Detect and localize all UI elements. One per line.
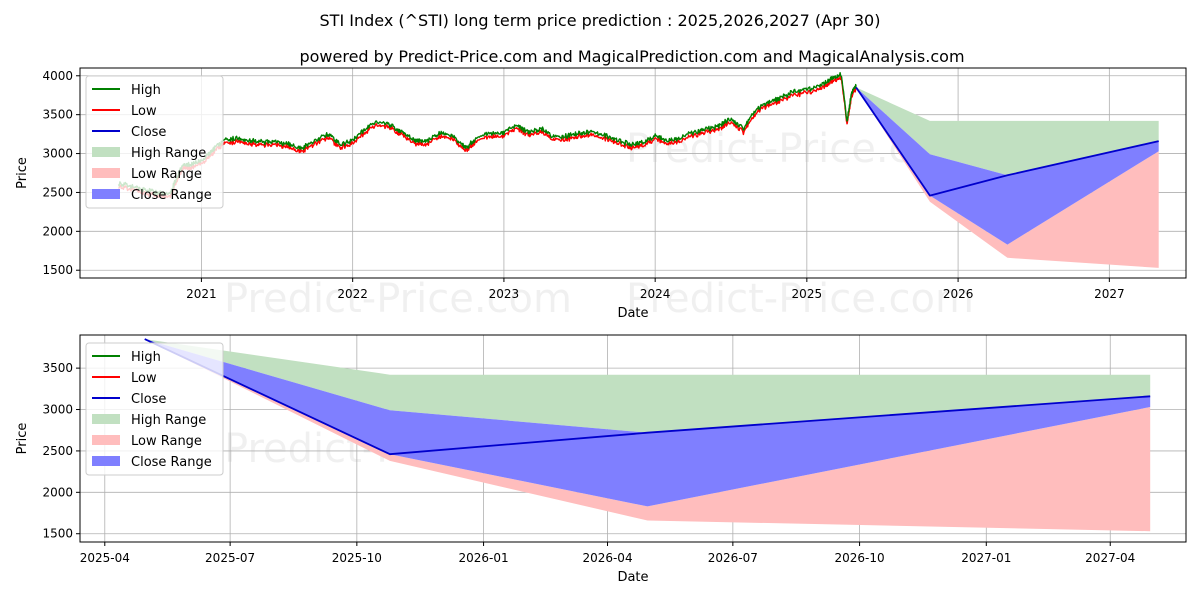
ticks: 1500 2000 2500 3000 3500 4000 2021 2022 2023 2024… — [42, 69, 1124, 301]
x-tick-label: 2027-04 — [1085, 551, 1135, 565]
x-tick-label: 2024 — [640, 287, 671, 301]
legend-swatch-patch — [92, 168, 120, 178]
x-tick-label: 2025-04 — [80, 551, 130, 565]
close-range-band — [144, 339, 1151, 507]
legend: High Low Close High Range Low Range Close Ran… — [85, 342, 224, 476]
legend: High Low Close High Range Low Range Close Ran… — [85, 75, 224, 209]
legend-label: Close — [131, 125, 166, 140]
high-range-band — [144, 339, 1151, 433]
y-tick-label: 2500 — [42, 444, 73, 458]
y-tick-label: 2500 — [42, 185, 73, 199]
low-range-band — [856, 87, 1159, 268]
legend-label: High — [131, 83, 161, 98]
x-tick-label: 2025 — [792, 287, 823, 301]
x-tick-label: 2026-01 — [458, 551, 508, 565]
plot-area — [144, 338, 1151, 532]
y-tick-label: 1500 — [42, 527, 73, 541]
high-range-band — [856, 87, 1159, 176]
x-tick-label: 2026-10 — [835, 551, 885, 565]
legend-label: High Range — [131, 413, 206, 428]
chart-subtitle: powered by Predict-Price.com and Magical… — [299, 47, 964, 66]
legend-swatch-patch — [92, 147, 120, 157]
y-tick-label: 3000 — [42, 147, 73, 161]
legend-swatch-patch — [92, 414, 120, 424]
x-tick-label: 2023 — [489, 287, 520, 301]
legend-label: Close Range — [131, 455, 212, 470]
x-tick-label: 2021 — [186, 287, 217, 301]
watermark-text: Predict-Price.com — [626, 276, 974, 322]
chart-title: STI Index (^STI) long term price predict… — [320, 11, 881, 30]
plot-area — [117, 71, 1159, 268]
legend-label: High Range — [131, 146, 206, 161]
y-axis-label: Price — [15, 423, 30, 455]
close-line — [855, 86, 1159, 197]
legend-label: Low Range — [131, 434, 202, 449]
legend-swatch-patch — [92, 456, 120, 466]
close-line — [144, 338, 1151, 456]
plot-frame — [79, 334, 1187, 543]
ticks: 1500 2000 2500 3000 3500 2025-04 2025-07 2025-1… — [42, 361, 1135, 565]
legend-swatch-patch — [92, 189, 120, 199]
legend-label: Low — [131, 104, 157, 119]
y-tick-label: 1500 — [42, 263, 73, 277]
x-tick-label: 2022 — [337, 287, 368, 301]
legend-box — [85, 75, 224, 209]
x-axis-label: Date — [617, 570, 648, 585]
legend-label: Low Range — [131, 167, 202, 182]
close-range-band — [856, 87, 1159, 245]
y-tick-label: 2000 — [42, 224, 73, 238]
legend-label: High — [131, 350, 161, 365]
y-tick-label: 4000 — [42, 69, 73, 83]
y-tick-label: 3500 — [42, 108, 73, 122]
x-tick-label: 2025-10 — [332, 551, 382, 565]
watermark-text: Predict-Price.com — [224, 276, 572, 322]
legend-swatch-patch — [92, 435, 120, 445]
plot-frame — [79, 67, 1187, 279]
legend-label: Low — [131, 371, 157, 386]
y-tick-label: 2000 — [42, 485, 73, 499]
x-tick-label: 2027 — [1094, 287, 1125, 301]
legend-box — [85, 342, 224, 476]
x-tick-label: 2026-04 — [582, 551, 632, 565]
legend-label: Close Range — [131, 188, 212, 203]
x-axis-label: Date — [617, 306, 648, 321]
panel-forecast-zoom: Predict-Price.comPredict-Price.com150020… — [15, 334, 1187, 585]
y-tick-label: 3000 — [42, 403, 73, 417]
y-tick-label: 3500 — [42, 361, 73, 375]
legend-label: Close — [131, 392, 166, 407]
low-range-band — [144, 339, 1151, 532]
x-tick-label: 2026-07 — [708, 551, 758, 565]
y-axis-label: Price — [15, 157, 30, 189]
x-tick-label: 2026 — [943, 287, 974, 301]
x-tick-label: 2025-07 — [205, 551, 255, 565]
x-tick-label: 2027-01 — [961, 551, 1011, 565]
